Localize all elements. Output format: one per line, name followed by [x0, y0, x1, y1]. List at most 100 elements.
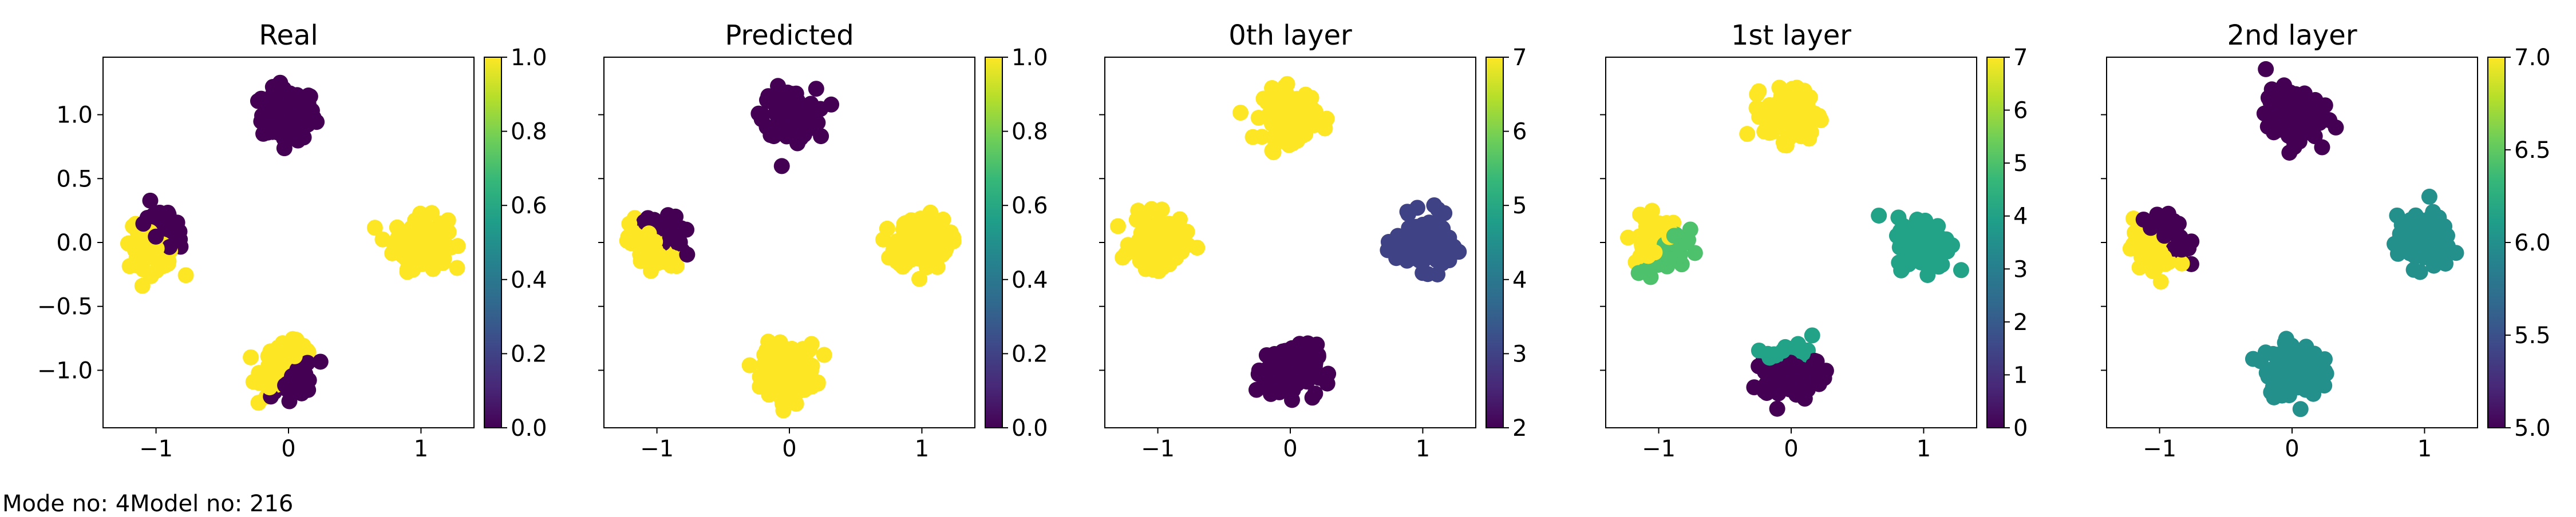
data-point [1426, 197, 1443, 213]
data-point [263, 347, 279, 364]
data-point [1795, 345, 1811, 361]
subplot-3: 0th layer −1 0 1 2 3 4 5 6 7 [1099, 19, 1527, 462]
data-point [796, 381, 813, 398]
data-point [1632, 206, 1649, 223]
data-point [1915, 226, 1932, 242]
data-point [2297, 381, 2314, 398]
subplot-title: 1st layer [1731, 19, 1851, 51]
data-point [2143, 220, 2159, 236]
data-point [774, 395, 791, 412]
data-point [1307, 355, 1323, 371]
subplot-title: 2nd layer [2227, 19, 2357, 51]
data-point [1776, 137, 1793, 153]
scatter-points [2122, 61, 2464, 417]
data-point [1804, 327, 1820, 344]
data-point [1640, 248, 1657, 264]
colorbar-tick-label: 7 [1512, 45, 1527, 71]
data-point [1399, 204, 1416, 220]
colorbar [1986, 57, 2005, 428]
data-point [1294, 347, 1311, 363]
data-point [779, 103, 796, 120]
colorbar-tick-label: 6 [1512, 119, 1527, 145]
data-point [243, 349, 259, 365]
data-point [120, 235, 136, 252]
data-point [1816, 370, 1832, 387]
data-point [2316, 351, 2333, 368]
data-point [366, 220, 383, 236]
data-point [1953, 262, 1969, 279]
x-tick-label: −1 [1141, 436, 1175, 462]
data-point [1929, 233, 1946, 250]
data-point [142, 192, 159, 209]
x-tick-label: 1 [1917, 436, 1931, 462]
data-point [897, 215, 914, 232]
x-tick-label: 0 [2285, 436, 2299, 462]
data-point [1411, 239, 1427, 256]
data-point [797, 344, 813, 361]
data-point [2152, 273, 2169, 290]
data-point [802, 111, 819, 128]
data-point [1871, 207, 1887, 224]
x-tick-label: 1 [414, 436, 428, 462]
data-point [1289, 110, 1306, 127]
data-point [2328, 119, 2344, 136]
data-point [1304, 389, 1321, 406]
data-point [286, 121, 302, 138]
colorbar-tick-label: 1.0 [1012, 45, 1048, 71]
y-tick-label: 0.5 [56, 166, 93, 192]
data-point [1232, 105, 1249, 121]
colorbar-tick-label: 6.0 [2514, 230, 2551, 256]
colorbar-tick-label: 0.2 [511, 341, 547, 367]
scatter-points [120, 74, 466, 411]
x-tick-label: 0 [1283, 436, 1297, 462]
data-point [1380, 234, 1397, 250]
scatter-points [1109, 75, 1467, 408]
data-point [1772, 101, 1789, 118]
subplot-title: Real [259, 19, 318, 51]
data-point [1761, 349, 1778, 366]
subplot-1: Real −1 0 1 1.0 0.5 0.0 −0.5 −1.0 0.0 0.2 0.4 0.6 0.8… [37, 19, 547, 462]
data-point [279, 376, 295, 392]
data-point [2258, 61, 2274, 77]
colorbar-tick-label: 0.0 [511, 415, 547, 442]
data-point [1309, 336, 1325, 353]
x-tick-label: 0 [1784, 436, 1798, 462]
data-point [762, 127, 779, 144]
colorbar-tick-label: 2 [2013, 309, 2028, 336]
data-point [1128, 212, 1145, 228]
data-point [148, 240, 165, 257]
data-point [434, 230, 451, 247]
data-point [773, 364, 790, 380]
data-point [161, 238, 178, 255]
data-point [1630, 265, 1647, 281]
data-point [1898, 255, 1914, 272]
data-point [1661, 251, 1678, 268]
data-point [1145, 227, 1162, 244]
data-point [909, 234, 926, 251]
data-point [621, 216, 638, 232]
data-point [1270, 112, 1286, 129]
x-tick-label: −1 [1642, 436, 1676, 462]
data-point [1739, 126, 1756, 142]
data-point [2405, 261, 2422, 278]
data-point [2166, 213, 2182, 229]
data-point [169, 214, 185, 231]
data-point [1429, 266, 1446, 283]
data-point [662, 213, 678, 229]
colorbar-tick-label: 0.0 [1012, 415, 1048, 442]
colorbar-tick-label: 5.0 [2514, 415, 2551, 442]
colorbar-tick-label: 5 [2013, 150, 2028, 177]
data-point [2140, 232, 2157, 249]
data-point [1919, 267, 1936, 283]
colorbar [985, 57, 1003, 428]
data-point [1281, 137, 1297, 153]
colorbar-tick-label: 0.8 [1012, 119, 1048, 145]
data-point [1678, 234, 1695, 250]
colorbar-tick-label: 4 [2013, 204, 2028, 230]
data-point [741, 357, 758, 373]
data-point [408, 252, 424, 269]
colorbar-tick-label: 6 [2013, 98, 2028, 124]
data-point [2156, 228, 2173, 244]
data-point [2279, 112, 2296, 129]
